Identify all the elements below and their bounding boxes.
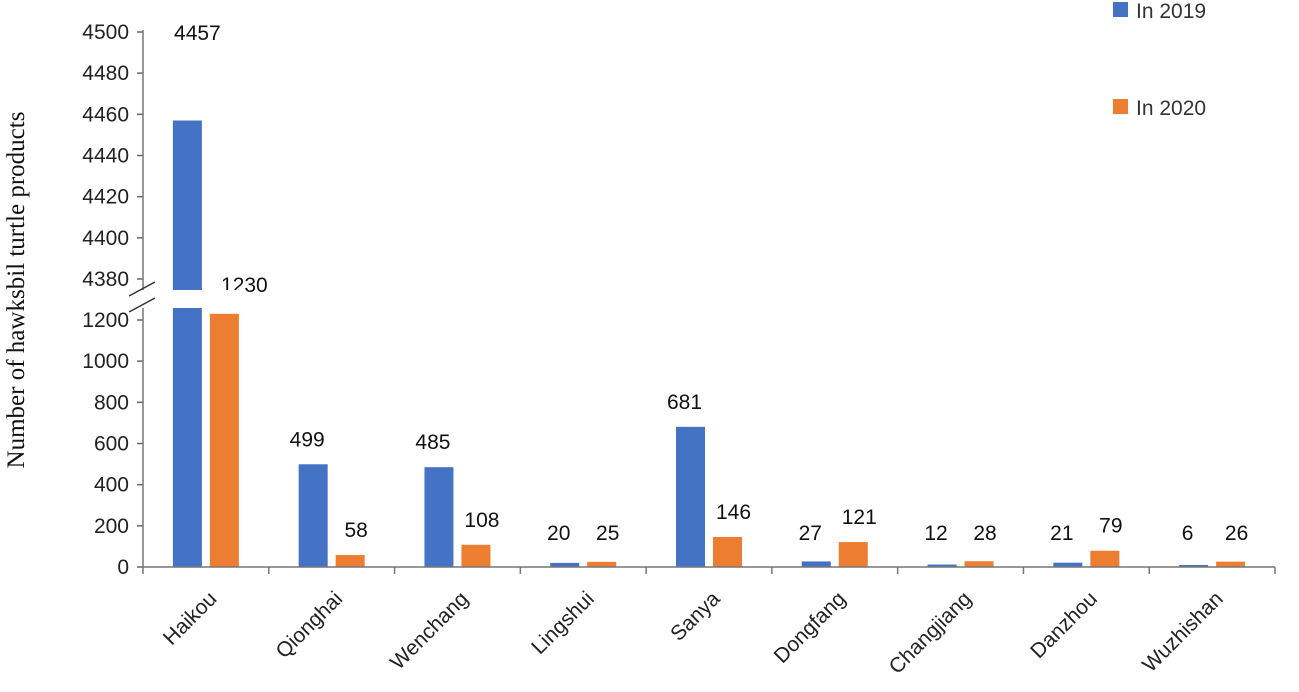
y-tick-label: 4500 [82, 21, 129, 44]
x-tick-label-lingshui: Lingshui [527, 587, 599, 659]
bar-wenchang-series1 [424, 467, 454, 567]
bar-lingshui-series1 [550, 562, 580, 567]
bar-sanya-series2 [713, 536, 742, 567]
bar-dongfang-series1 [801, 561, 831, 567]
bar-qionghai-series1 [298, 464, 328, 567]
axis-break-mark [128, 281, 156, 297]
data-label: 499 [290, 428, 325, 451]
y-tick-label: 1000 [82, 350, 129, 373]
data-label: 20 [547, 522, 570, 545]
bar-danzhou-series2 [1090, 550, 1120, 567]
bar-wuzhishan-series1 [1179, 565, 1209, 567]
x-tick-label-sanya: Sanya [666, 587, 725, 646]
data-label: 108 [464, 509, 499, 532]
bar-wuzhishan-series2 [1216, 561, 1246, 567]
y-tick-label: 4440 [82, 145, 129, 168]
bar-wenchang-series2 [461, 544, 491, 567]
data-label: 79 [1099, 515, 1122, 538]
legend-label: In 2020 [1136, 97, 1206, 120]
data-label: 146 [716, 501, 751, 524]
axis-break-gap [125, 290, 245, 308]
legend-label: In 2019 [1136, 0, 1206, 23]
data-label: 681 [667, 391, 702, 414]
data-label: 485 [415, 431, 450, 454]
data-label: 27 [799, 522, 822, 545]
y-tick-label: 4460 [82, 103, 129, 126]
axes [125, 30, 1276, 574]
bar-haikou-series2 [209, 313, 239, 567]
bar-lingshui-series2 [587, 561, 617, 567]
y-tick-label: 4480 [82, 62, 129, 85]
y-tick-label: 400 [94, 474, 129, 497]
legend-swatch [1113, 99, 1128, 114]
data-label: 121 [842, 506, 877, 529]
data-label: 58 [344, 519, 367, 542]
y-tick-label: 4380 [82, 268, 129, 291]
bar-dongfang-series2 [838, 542, 868, 567]
x-axis-category-labels: Haikou Qionghai Wenchang Lingshui Sanya Dongf… [159, 587, 1228, 679]
legend-swatch [1113, 2, 1128, 17]
data-label: 26 [1225, 522, 1248, 545]
bar-qionghai-series2 [335, 555, 365, 567]
y-tick-label: 4400 [82, 227, 129, 250]
y-tick-label: 800 [94, 391, 129, 414]
legend: In 2019 In 2020 [1113, 0, 1206, 120]
y-tick-label: 0 [117, 556, 129, 579]
x-tick-label-qionghai: Qionghai [271, 587, 347, 663]
bar-sanya-series1 [676, 426, 705, 567]
data-label: 4457 [174, 22, 221, 45]
data-label: 25 [596, 522, 619, 545]
y-tick-label: 4420 [82, 186, 129, 209]
y-axis-ticks: 0 200 400 600 800 1000 1200 4380 4400 4420 4440 446… [82, 21, 143, 579]
axis-break-mark [128, 297, 156, 313]
bars [172, 120, 1246, 567]
bar-haikou-series1 [172, 120, 202, 567]
y-tick-label: 200 [94, 515, 129, 538]
bar-changjiang-series2 [964, 561, 994, 567]
x-tick-label-dongfang: Dongfang [770, 587, 851, 668]
y-tick-label: 1200 [82, 309, 129, 332]
x-tick-label-wuzhishan: Wuzhishan [1138, 587, 1227, 676]
data-label: 6 [1182, 522, 1194, 545]
data-label: 21 [1050, 522, 1073, 545]
x-tick-label-changjiang: Changjiang [885, 587, 976, 678]
data-label: 28 [973, 522, 996, 545]
data-label: 12 [924, 522, 947, 545]
y-axis-title: Number of hawksbil turtle products [3, 112, 30, 469]
x-tick-label-danzhou: Danzhou [1026, 587, 1102, 663]
bar-danzhou-series1 [1053, 562, 1083, 567]
x-tick-label-wenchang: Wenchang [386, 587, 473, 674]
x-tick-label-haikou: Haikou [159, 587, 221, 649]
bar-changjiang-series1 [927, 564, 957, 567]
y-tick-label: 600 [94, 433, 129, 456]
